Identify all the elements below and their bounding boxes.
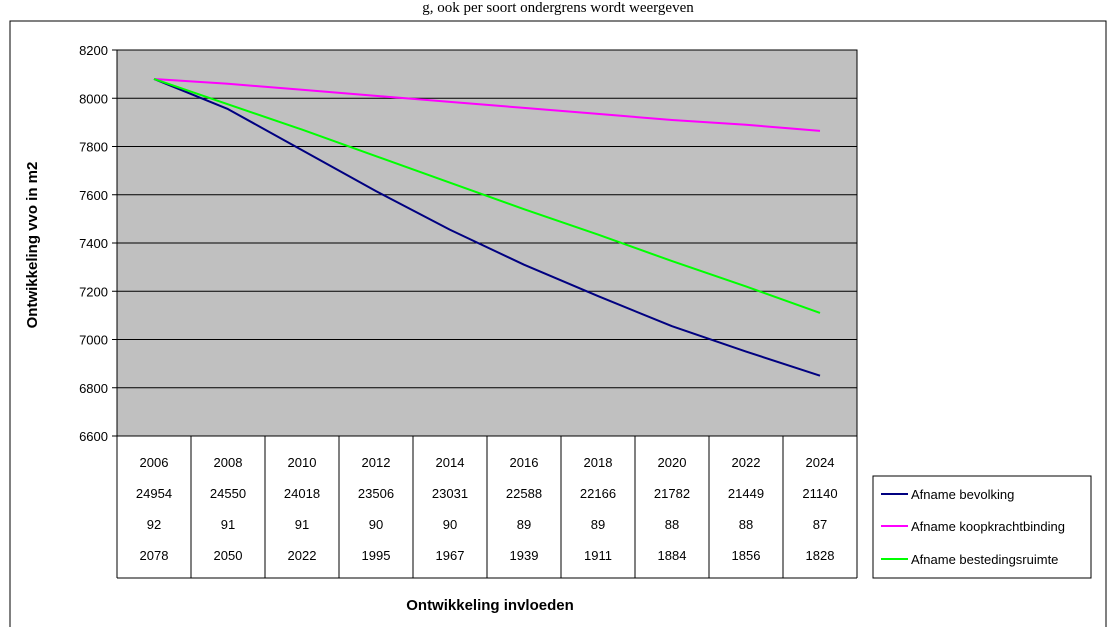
table-cell: 23506 [358,486,394,501]
table-cell: 2014 [436,455,465,470]
table-cell: 2050 [214,548,243,563]
table-cell: 22166 [580,486,616,501]
table-cell: 1856 [732,548,761,563]
table-cell: 21782 [654,486,690,501]
y-tick-label: 8000 [79,91,108,106]
y-tick-label: 8200 [79,43,108,58]
table-cell: 90 [369,517,383,532]
y-tick-label: 7400 [79,236,108,251]
table-cell: 88 [739,517,753,532]
y-tick-label: 7200 [79,284,108,299]
table-cell: 2018 [584,455,613,470]
table-cell: 87 [813,517,827,532]
series-line-2 [153,77,821,132]
plot-area [116,49,858,437]
table-cell: 24954 [136,486,172,501]
legend-label: Afname bestedingsruimte [911,552,1058,567]
table-cell: 21449 [728,486,764,501]
table-cell: 2008 [214,455,243,470]
series-lines [153,77,821,377]
y-tick-label: 7800 [79,140,108,155]
y-tick-label: 7000 [79,333,108,348]
table-cell: 1884 [658,548,687,563]
legend: Afname bevolking Afname koopkrachtbinding… [872,475,1092,579]
y-axis-title: Ontwikkeling vvo in m2 [24,162,41,329]
table-cell: 21140 [802,486,837,501]
y-tick-label: 6600 [79,429,108,444]
table-cell: 2024 [806,455,835,470]
table-cell: 2078 [140,548,169,563]
data-table: 2006 2008 2010 2012 2014 2016 2018 2020 2022 2024… [116,436,858,579]
table-cell: 92 [147,517,161,532]
series-line-3 [153,78,821,314]
table-cell: 2016 [510,455,539,470]
top-caption: g, ook per soort ondergrens wordt weerge… [422,0,694,16]
table-cell: 1911 [584,548,612,563]
table-cell: 90 [443,517,457,532]
table-cell: 2022 [288,548,317,563]
legend-box [872,475,1092,579]
y-axis: 6600 6800 7000 7200 7400 7600 7800 8000 8200 [79,43,118,444]
series-line-1 [153,78,821,377]
y-tick-label: 7600 [79,188,108,203]
table-cell: 24018 [284,486,320,501]
chart-frame [9,20,1107,627]
x-axis-title: Ontwikkeling invloeden [406,597,574,614]
table-cell: 2012 [362,455,391,470]
table-cell: 2010 [288,455,317,470]
table-cell: 89 [517,517,531,532]
table-cell: 2020 [658,455,687,470]
table-cell: 23031 [432,486,468,501]
table-cell: 2022 [732,455,761,470]
table-cell: 1828 [806,548,835,563]
table-cell: 1967 [436,548,465,563]
legend-label: Afname koopkrachtbinding [911,519,1065,534]
table-cell: 91 [221,517,235,532]
table-cell: 1939 [510,548,539,563]
table-cell: 88 [665,517,679,532]
y-tick-label: 6800 [79,381,108,396]
legend-label: Afname bevolking [911,487,1014,502]
table-cell: 91 [295,517,309,532]
table-cell: 1995 [362,548,391,563]
table-cell: 22588 [506,486,542,501]
table-cell: 89 [591,517,605,532]
table-cell: 24550 [210,486,246,501]
table-cell: 2006 [140,455,169,470]
